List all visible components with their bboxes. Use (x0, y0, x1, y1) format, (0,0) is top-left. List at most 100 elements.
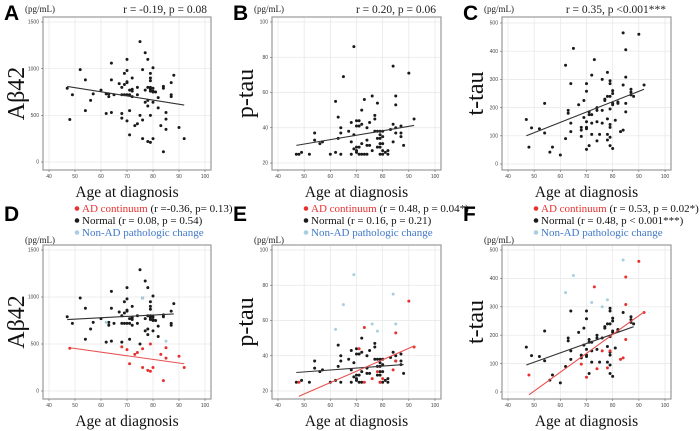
unit-label: (pg/mL) (25, 4, 55, 14)
data-point (128, 337, 132, 341)
data-point (146, 139, 150, 143)
data-point (386, 380, 390, 384)
data-point (621, 356, 625, 360)
data-point (637, 32, 641, 36)
data-point (579, 353, 583, 357)
data-point (146, 286, 150, 290)
data-point (141, 118, 145, 122)
data-point (89, 327, 93, 331)
data-point (595, 108, 599, 112)
data-point (339, 126, 343, 130)
unit-label: (pg/mL) (484, 235, 514, 245)
data-point (600, 108, 604, 112)
points (65, 40, 186, 154)
y-tick-label: 80 (262, 283, 268, 289)
data-point (135, 350, 139, 354)
x-tick-label: 100 (431, 403, 440, 409)
data-point (595, 333, 599, 337)
data-point (357, 352, 361, 356)
data-point (365, 138, 369, 142)
data-point (355, 124, 358, 128)
x-tick-label: 90 (176, 174, 182, 180)
data-point (381, 152, 385, 156)
panel-letter: E (233, 203, 247, 226)
data-point (339, 359, 343, 363)
data-point (336, 115, 340, 119)
data-point (585, 120, 588, 124)
data-point (352, 375, 356, 379)
legend-label: Non-AD pathologic change (541, 227, 663, 239)
data-point (399, 359, 403, 363)
legend-label: AD continuum (311, 203, 377, 215)
x-tick-label: 50 (301, 403, 307, 409)
data-point (577, 330, 581, 334)
data-point (550, 373, 554, 377)
data-point (399, 135, 403, 139)
data-point (156, 334, 160, 338)
data-point (378, 133, 382, 137)
legend-marker-normal (74, 218, 80, 223)
data-point (608, 306, 612, 310)
data-point (148, 342, 152, 346)
data-point (182, 137, 186, 141)
data-point (146, 104, 150, 108)
data-point (598, 132, 602, 136)
data-point (122, 311, 126, 315)
series-non-ad-pathologic-change (334, 273, 398, 333)
data-point (130, 76, 134, 80)
data-point (564, 364, 568, 368)
data-point (608, 125, 612, 129)
data-point (613, 346, 617, 350)
y-tick-label: 1000 (28, 66, 39, 72)
data-point (128, 109, 132, 113)
data-point (637, 259, 641, 263)
data-point (595, 120, 599, 124)
data-point (391, 140, 395, 144)
data-point (566, 108, 570, 112)
data-point (91, 320, 95, 324)
regression-line-normal (67, 313, 174, 321)
data-point (381, 377, 385, 381)
data-point (585, 82, 588, 86)
data-point (109, 339, 113, 343)
legend-entry: Normal (r = 0.08, p = 0.54) (82, 215, 203, 227)
data-point (159, 124, 163, 128)
data-point (357, 373, 361, 377)
y-tick-label: 400 (490, 276, 499, 282)
stats-title: r = 0.20, p = 0.06 (356, 4, 436, 16)
data-point (117, 310, 121, 314)
grid (272, 245, 441, 399)
data-point (585, 147, 588, 151)
data-point (590, 121, 594, 125)
data-point (65, 86, 69, 90)
data-point (543, 101, 547, 105)
regression-line-normal (296, 364, 404, 374)
data-point (328, 152, 332, 156)
data-point (156, 106, 160, 110)
data-point (571, 46, 575, 50)
x-tick-label: 60 (328, 174, 334, 180)
y-axis-label: p-tau (233, 69, 259, 118)
x-tick-label: 100 (431, 174, 440, 180)
unit-label: (pg/mL) (254, 235, 284, 245)
data-point (141, 296, 145, 300)
series-all (65, 40, 186, 154)
data-point (566, 336, 570, 340)
legend-stats: (r = 0.48, p = 0.04*) (377, 203, 469, 215)
data-point (582, 115, 586, 119)
data-point (70, 321, 74, 325)
data-point (605, 70, 609, 74)
data-point (355, 145, 358, 149)
data-point (156, 324, 160, 328)
data-point (161, 379, 165, 383)
data-point (530, 354, 534, 358)
data-point (125, 119, 129, 123)
data-point (571, 274, 575, 278)
data-point (600, 349, 604, 353)
series-all (524, 31, 646, 157)
data-point (130, 323, 134, 327)
data-point (297, 152, 301, 156)
data-point (347, 129, 351, 133)
data-point (143, 51, 147, 55)
data-point (362, 98, 366, 102)
